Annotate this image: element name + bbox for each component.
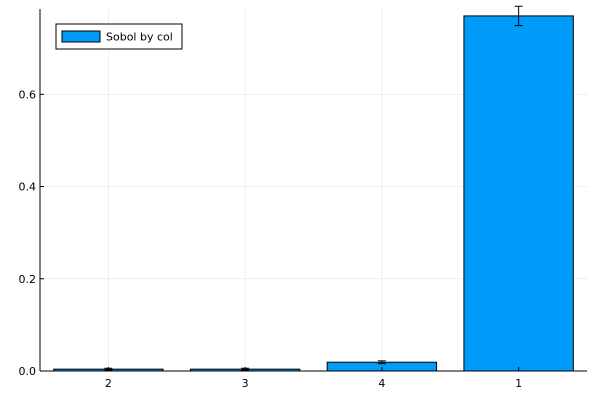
x-tick-label: 1: [515, 377, 522, 390]
bar: [463, 15, 574, 372]
error-bars: [104, 5, 523, 371]
y-tick-label: 0.0: [19, 365, 37, 378]
x-tick-label: 2: [105, 377, 112, 390]
x-tick-label: 3: [242, 377, 249, 390]
y-axis-ticks: 0.0 0.2 0.4 0.6: [19, 88, 44, 378]
legend-label: Sobol by col: [106, 31, 173, 44]
legend: Sobol by col: [55, 23, 183, 50]
axes: [39, 9, 587, 372]
x-tick-label: 4: [378, 377, 385, 390]
y-tick-label: 0.6: [19, 88, 37, 101]
bar-series: [53, 15, 574, 372]
y-tick-label: 0.4: [19, 181, 37, 194]
y-tick-label: 0.2: [19, 273, 37, 286]
x-axis-ticks: 2 3 4 1: [105, 367, 522, 390]
legend-swatch: [61, 30, 101, 43]
